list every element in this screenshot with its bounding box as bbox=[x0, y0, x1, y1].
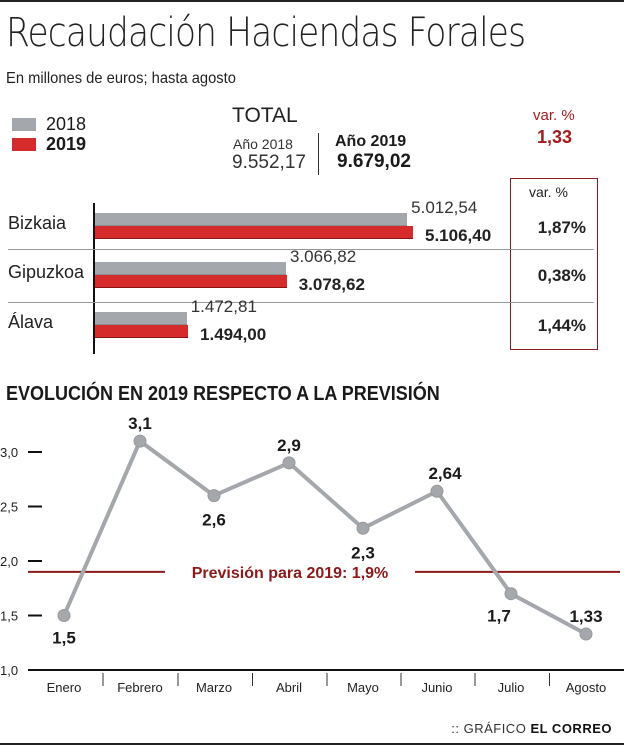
x-tick-label: Marzo bbox=[196, 680, 232, 695]
subtitle: En millones de euros; hasta agosto bbox=[6, 70, 236, 87]
legend-item-2018: 2018 bbox=[12, 114, 86, 134]
data-label: 3,1 bbox=[128, 414, 152, 433]
y-tick-label: 3,0 bbox=[0, 445, 18, 460]
credit-brand: EL CORREO bbox=[530, 721, 612, 736]
reference-label: Previsión para 2019: 1,9% bbox=[192, 565, 389, 582]
total-var-value: 1,33 bbox=[537, 127, 573, 147]
var-box bbox=[510, 178, 598, 350]
data-point bbox=[356, 521, 370, 535]
line-chart-title: EVOLUCIÓN EN 2019 RESPECTO A LA PREVISIÓ… bbox=[6, 383, 440, 405]
legend: 2018 2019 bbox=[12, 114, 86, 154]
total-2018-value: 9.552,17 bbox=[232, 152, 306, 173]
bar-value-2018: 5.012,54 bbox=[411, 198, 478, 217]
bar-axis bbox=[93, 203, 95, 354]
x-tick-label: Mayo bbox=[347, 680, 379, 695]
data-label: 1,5 bbox=[52, 629, 76, 648]
region-var-value: 0,38% bbox=[537, 266, 586, 285]
x-tick-label: Agosto bbox=[566, 680, 606, 695]
total-label: TOTAL bbox=[232, 104, 298, 127]
region-label: Álava bbox=[8, 312, 54, 332]
bar-value-2018: 1.472,81 bbox=[190, 297, 257, 316]
data-label: 1,7 bbox=[487, 607, 511, 626]
data-point bbox=[504, 587, 518, 601]
data-label: 2,9 bbox=[277, 436, 301, 455]
data-point bbox=[133, 434, 147, 448]
region-label: Bizkaia bbox=[8, 213, 67, 233]
line-chart: 1,0 1,5 2,0 2,5 3,0 Enero Febrero Marzo Abril May… bbox=[0, 414, 624, 695]
data-label: 1,33 bbox=[569, 607, 602, 626]
data-label: 2,6 bbox=[202, 511, 226, 530]
total-2019-label: Año 2019 bbox=[335, 133, 407, 150]
bar-2019 bbox=[95, 325, 189, 338]
bar-value-2018: 3.066,82 bbox=[289, 247, 357, 266]
data-label: 2,64 bbox=[428, 464, 462, 483]
bar-2019 bbox=[95, 226, 413, 239]
region-var-value: 1,87% bbox=[537, 218, 586, 237]
row-divider bbox=[8, 302, 594, 303]
legend-swatch-2019 bbox=[12, 137, 36, 151]
bar-2018 bbox=[95, 213, 408, 226]
data-point bbox=[430, 484, 444, 498]
y-tick-label: 2,0 bbox=[0, 554, 18, 569]
total-var-label: var. % bbox=[533, 107, 575, 124]
data-point bbox=[57, 609, 71, 622]
bar-2018 bbox=[95, 262, 286, 275]
x-tick-label: Enero bbox=[47, 680, 82, 695]
bottom-rule bbox=[0, 743, 624, 745]
x-tick-label: Junio bbox=[421, 680, 452, 695]
legend-swatch-2018 bbox=[12, 117, 36, 131]
region-var-value: 1,44% bbox=[537, 316, 586, 335]
series-line bbox=[62, 439, 587, 636]
bar-value-2019: 1.494,00 bbox=[200, 325, 267, 344]
bar-2018 bbox=[95, 312, 187, 325]
credit-prefix: :: GRÁFICO bbox=[451, 721, 527, 736]
credit: :: GRÁFICO EL CORREO bbox=[451, 721, 612, 736]
x-tick-label: Julio bbox=[498, 680, 525, 695]
region-label: Gipuzkoa bbox=[8, 262, 85, 282]
var-box-label: var. % bbox=[529, 184, 568, 200]
bar-value-2019: 3.078,62 bbox=[298, 275, 365, 294]
data-label: 2,3 bbox=[351, 543, 375, 562]
total-divider bbox=[318, 133, 319, 175]
y-tick-label: 1,0 bbox=[0, 663, 18, 678]
x-tick-label: Febrero bbox=[117, 680, 163, 695]
bar-value-2019: 5.106,40 bbox=[425, 226, 492, 245]
y-tick-label: 1,5 bbox=[0, 609, 18, 624]
legend-label-2018: 2018 bbox=[46, 113, 87, 134]
total-2018-label: Año 2018 bbox=[233, 136, 293, 152]
x-tick-label: Abril bbox=[276, 680, 302, 695]
data-point bbox=[282, 456, 296, 470]
legend-item-2019: 2019 bbox=[12, 134, 86, 154]
data-point bbox=[579, 627, 593, 641]
row-divider bbox=[8, 249, 594, 250]
legend-label-2019: 2019 bbox=[46, 133, 87, 154]
data-point bbox=[207, 489, 221, 503]
top-rule bbox=[0, 0, 624, 2]
page-title: Recaudación Haciendas Forales bbox=[6, 10, 526, 56]
total-2019-value: 9.679,02 bbox=[337, 151, 411, 172]
y-tick-label: 2,5 bbox=[0, 500, 18, 515]
bar-2019 bbox=[95, 275, 287, 288]
